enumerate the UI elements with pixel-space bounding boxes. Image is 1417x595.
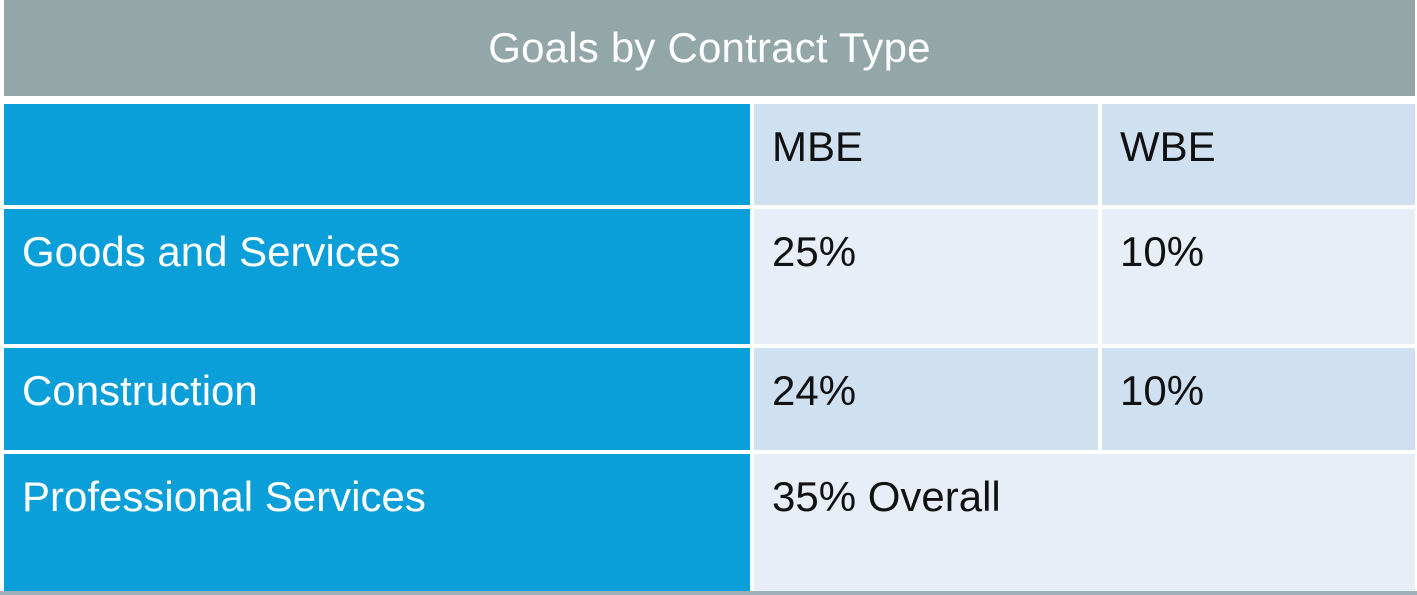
row-label-professional-services: Professional Services xyxy=(4,454,750,591)
corner-cell xyxy=(4,104,750,205)
cell-goods-wbe: 10% xyxy=(1102,209,1415,344)
bottom-divider xyxy=(0,591,1417,595)
cell-professional-overall: 35% Overall xyxy=(754,454,1415,591)
table-title: Goals by Contract Type xyxy=(488,24,931,71)
column-header-wbe: WBE xyxy=(1102,104,1415,205)
cell-construction-mbe: 24% xyxy=(754,348,1098,450)
cell-goods-mbe: 25% xyxy=(754,209,1098,344)
row-label-goods-and-services: Goods and Services xyxy=(4,209,750,344)
title-bar: Goals by Contract Type xyxy=(4,0,1415,96)
column-header-mbe: MBE xyxy=(754,104,1098,205)
row-label-construction: Construction xyxy=(4,348,750,450)
cell-construction-wbe: 10% xyxy=(1102,348,1415,450)
